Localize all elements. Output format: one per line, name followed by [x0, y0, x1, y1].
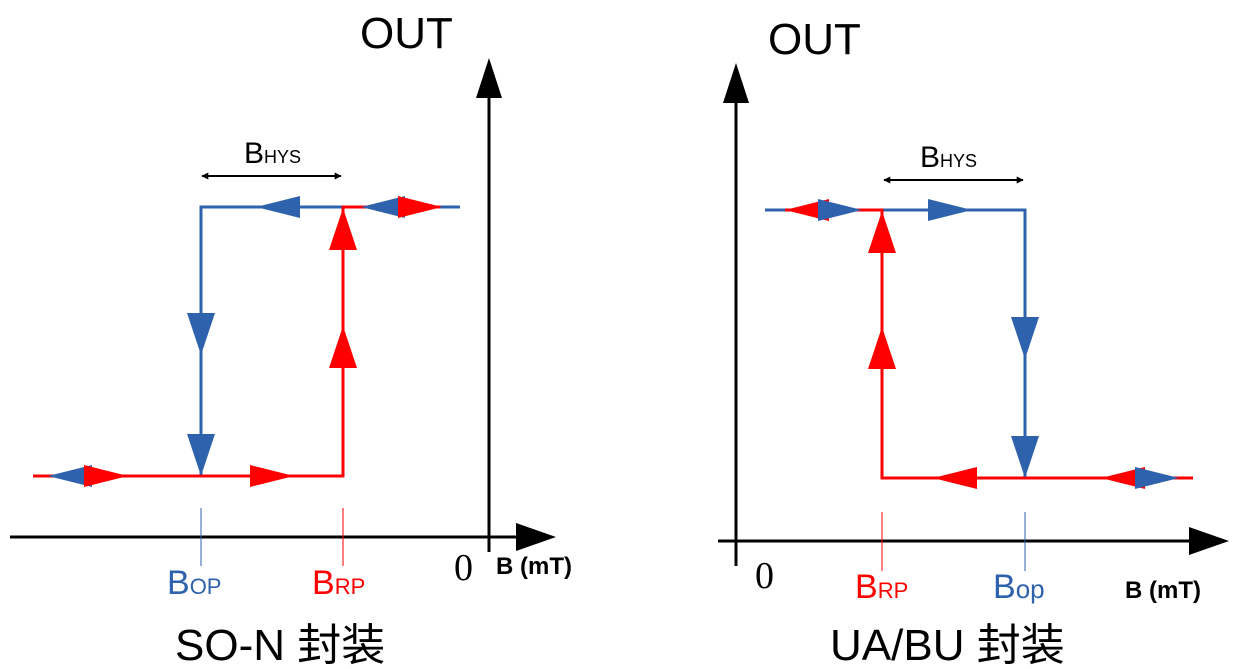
left-blue-arrow-down-2: [187, 434, 215, 476]
right-blue-arrow-top-2: [928, 199, 972, 221]
left-red-arrow-bottom-2: [250, 465, 294, 487]
right-red-arrow-up-1: [868, 211, 896, 253]
left-y-axis-arrowhead: [476, 58, 502, 98]
right-bop-label: Bop: [993, 568, 1045, 606]
left-blue-arrow-top-left: [256, 196, 300, 218]
left-blue-arrow-down-1: [187, 313, 215, 355]
left-caption: SO-N 封装: [175, 621, 385, 669]
right-red-curve: [785, 208, 1193, 480]
right-blue-arrow-top-1: [818, 199, 862, 221]
left-red-arrow-up-1: [329, 208, 357, 250]
left-origin-label: 0: [454, 547, 473, 589]
right-bhys-label: BHYS: [920, 141, 977, 174]
left-brp-label: BRP: [312, 564, 365, 602]
right-x-axis-arrowhead: [1189, 527, 1229, 555]
right-blue-arrow-down-2: [1011, 436, 1039, 478]
right-b-mt-label: B (mT): [1125, 577, 1201, 604]
left-blue-arrow-top-right: [361, 196, 405, 218]
left-diagram: OUT 0 B (mT) BHYS BOP BRP SO-: [10, 9, 572, 669]
left-out-label: OUT: [360, 9, 453, 58]
left-bhys-label: BHYS: [244, 137, 301, 170]
right-caption: UA/BU 封装: [830, 621, 1065, 669]
right-red-arrow-bottom-1: [933, 467, 977, 489]
right-brp-label: BRP: [855, 568, 908, 606]
right-y-axis-arrowhead: [723, 63, 749, 103]
right-red-arrow-up-2: [868, 327, 896, 369]
right-red-arrow-bottom-2: [1101, 467, 1145, 489]
left-red-arrow-top-right: [398, 196, 442, 218]
left-x-axis-arrowhead: [516, 523, 556, 551]
left-red-arrow-up-2: [329, 326, 357, 368]
left-red-arrow-bottom-1: [84, 465, 128, 487]
left-blue-arrow-bottom-left: [48, 465, 92, 487]
right-origin-label: 0: [755, 555, 774, 597]
right-blue-arrow-down-1: [1011, 317, 1039, 359]
right-blue-arrow-bottom-right: [1135, 467, 1179, 489]
left-bop-label: BOP: [167, 564, 221, 602]
right-diagram: OUT 0 B (mT) BHYS BRP Bop UA/: [718, 15, 1229, 669]
left-red-curve: [33, 205, 440, 478]
right-out-label: OUT: [768, 15, 861, 64]
left-b-mt-label: B (mT): [496, 553, 572, 580]
